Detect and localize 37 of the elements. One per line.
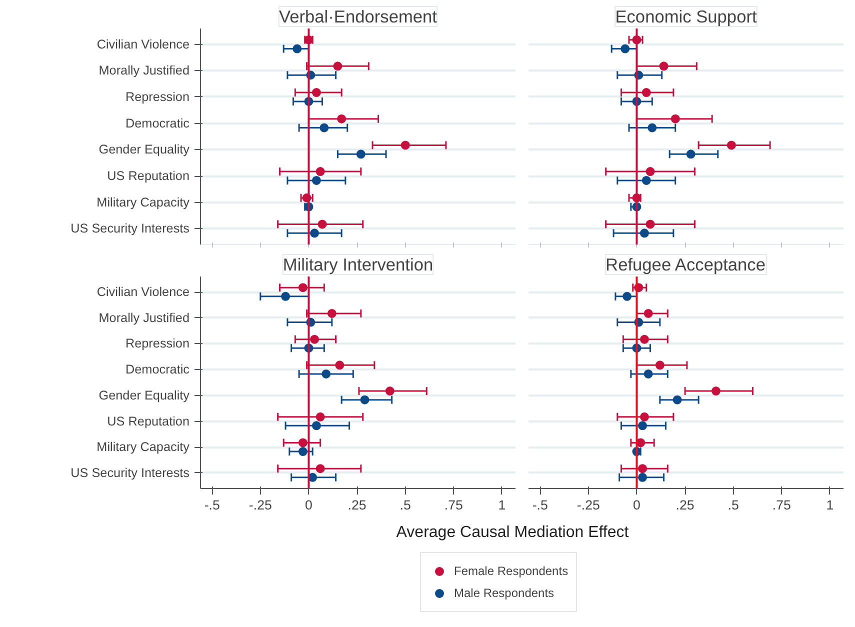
x-axis-title: Average Causal Mediation Effect (396, 524, 630, 541)
x-tick-label: -.25 (576, 498, 600, 512)
x-tick-label: 1 (498, 498, 506, 512)
x-tick-label: 1 (826, 498, 834, 512)
y-tick-label: Gender Equality (98, 388, 190, 402)
chart-title: Verbal·Endorsement (279, 6, 438, 26)
y-tick-label: US Reputation (107, 414, 190, 428)
legend-label: Female Respondents (454, 564, 568, 578)
y-tick-label: Repression (125, 90, 190, 104)
x-tick-label: -.25 (248, 498, 272, 512)
y-tick-label: Military Capacity (96, 195, 190, 210)
x-tick-label: .75 (444, 498, 463, 512)
y-tick-label: Morally Justified (98, 310, 190, 325)
y-tick-label: Civilian Violence (96, 37, 190, 52)
x-tick-label: -.5 (532, 498, 548, 512)
chart-title: Economic Support (615, 6, 757, 26)
y-tick-label: Democratic (126, 116, 190, 130)
y-tick-label: Military Capacity (96, 440, 190, 454)
y-tick-label: Democratic (126, 362, 190, 377)
x-tick-label: 0 (305, 498, 312, 512)
y-tick-label: US Reputation (107, 169, 190, 184)
y-tick-label: US Security Interests (70, 222, 190, 236)
y-tick-label: Morally Justified (98, 64, 190, 78)
y-tick-label: Repression (125, 336, 190, 351)
x-tick-label: -.5 (204, 498, 220, 512)
chart-title: Refugee Acceptance (606, 254, 766, 274)
x-tick-label: .75 (772, 498, 791, 512)
x-tick-label: .5 (728, 498, 739, 512)
x-tick-label: .25 (348, 498, 366, 512)
x-tick-label: 0 (633, 498, 640, 512)
y-tick-label: US Security Interests (70, 466, 190, 480)
y-tick-label: Civilian Violence (96, 285, 190, 300)
legend-label: Male Respondents (454, 586, 554, 600)
x-tick-label: .25 (676, 498, 694, 512)
chart-title: Military Intervention (282, 254, 434, 274)
x-tick-label: .5 (400, 498, 411, 512)
y-tick-label: Gender Equality (98, 142, 190, 157)
